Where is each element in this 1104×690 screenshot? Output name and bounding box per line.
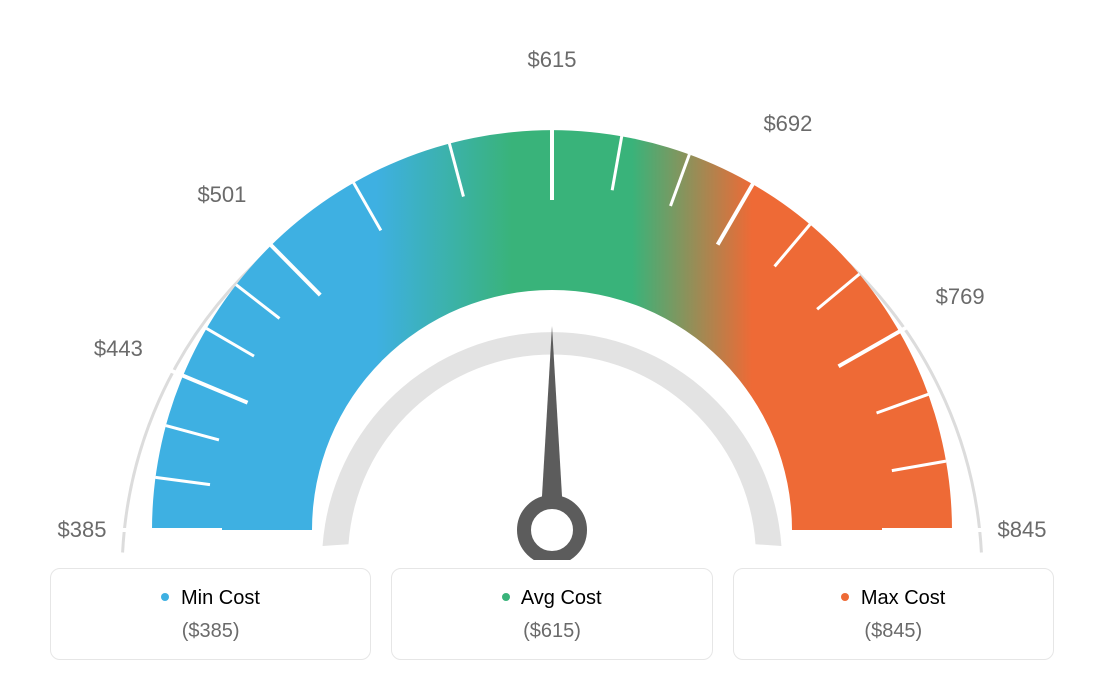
dot-icon (502, 593, 510, 601)
legend-card-min: Min Cost ($385) (50, 568, 371, 660)
legend-max-value: ($845) (746, 620, 1041, 643)
legend-card-max: Max Cost ($845) (733, 568, 1054, 660)
gauge-tick-label: $845 (998, 517, 1047, 543)
legend-avg-label: Avg Cost (521, 587, 602, 609)
gauge-tick-label: $769 (936, 284, 985, 310)
legend-min-title: Min Cost (63, 587, 358, 610)
legend-card-avg: Avg Cost ($615) (391, 568, 712, 660)
legend-max-label: Max Cost (861, 587, 945, 609)
gauge-svg (0, 0, 1104, 560)
dot-icon (161, 593, 169, 601)
legend-min-value: ($385) (63, 620, 358, 643)
legend-min-label: Min Cost (181, 587, 260, 609)
legend-row: Min Cost ($385) Avg Cost ($615) Max Cost… (50, 568, 1054, 660)
gauge-tick-label: $443 (94, 336, 143, 362)
gauge-chart: $385 $443 $501 $615 $692 $769 $845 (0, 0, 1104, 560)
dot-icon (841, 593, 849, 601)
legend-avg-title: Avg Cost (404, 587, 699, 610)
legend-avg-value: ($615) (404, 620, 699, 643)
gauge-tick-label: $692 (763, 111, 812, 137)
gauge-tick-label: $385 (58, 517, 107, 543)
gauge-tick-label: $501 (197, 182, 246, 208)
legend-max-title: Max Cost (746, 587, 1041, 610)
gauge-tick-label: $615 (528, 47, 577, 73)
